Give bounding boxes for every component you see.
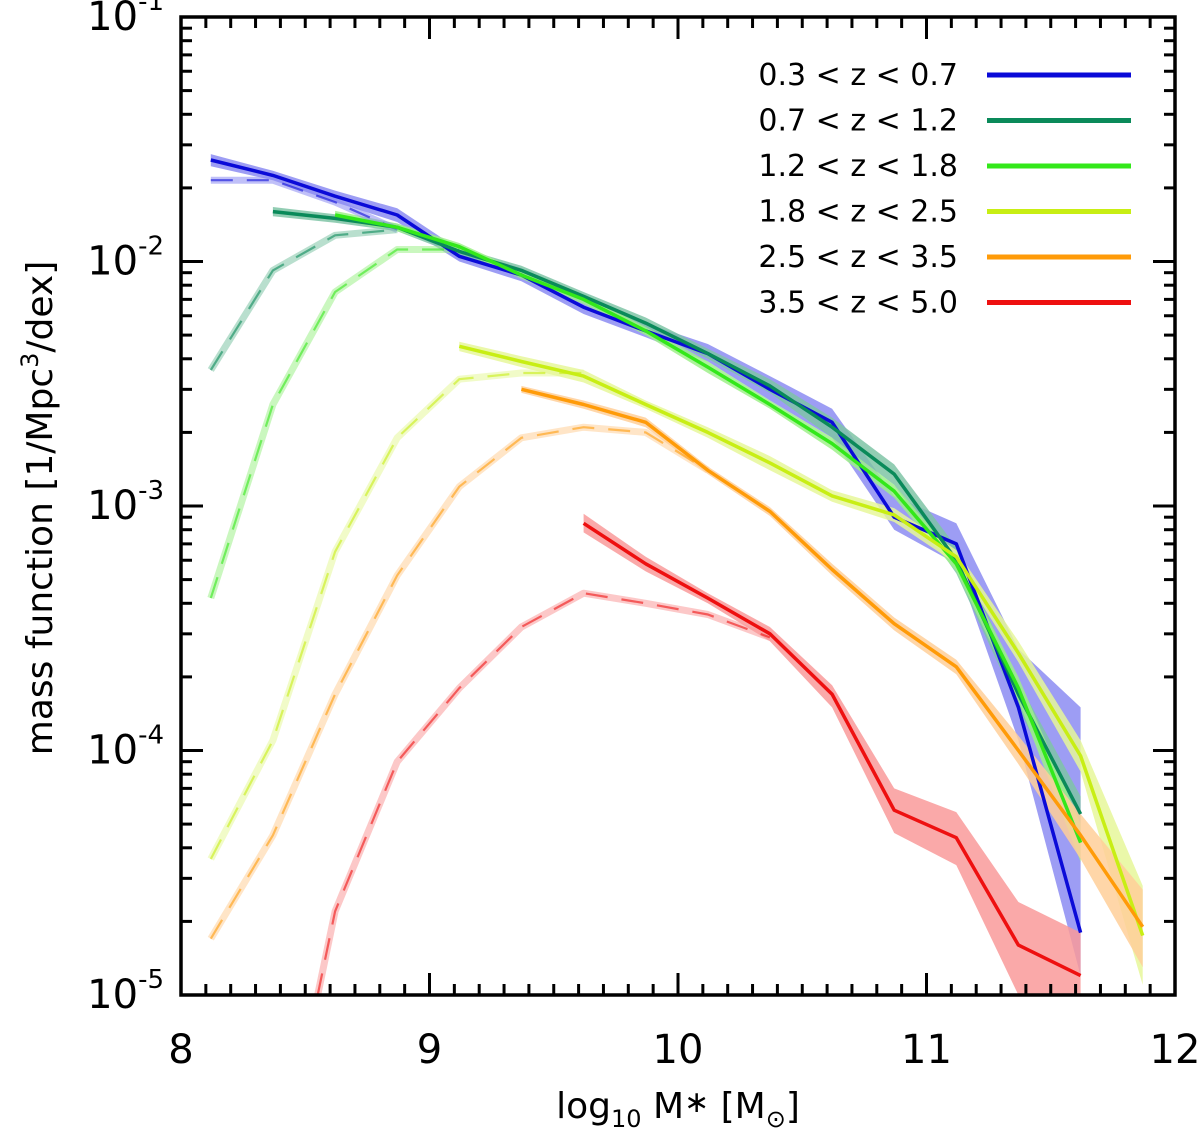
- incomplete-line-series-2: [209, 228, 398, 371]
- y-axis-label: mass function [1/Mpc3/dex]: [16, 261, 61, 756]
- incomplete-line-series-4: [209, 371, 584, 860]
- incomplete-band-series-4: [207, 369, 584, 861]
- incomplete-band-series-6: [314, 589, 772, 995]
- x-tick-label: 10: [653, 1027, 704, 1073]
- x-tick-label: 11: [901, 1027, 952, 1073]
- legend: 0.3 < z < 0.7 0.7 < z < 1.2 1.2 < z < 1.8 1…: [758, 58, 1131, 321]
- legend-label-series-2: 0.7 < z < 1.2: [758, 104, 958, 139]
- axis-ticks: [179, 15, 1177, 997]
- incomplete-line-series-1: [210, 179, 398, 231]
- x-axis-label: log10 M∗ [M⊙]: [556, 1085, 800, 1133]
- legend-label-series-6: 3.5 < z < 5.0: [758, 286, 958, 321]
- y-tick-labels: 10-5 10-4 10-3 10-2 10-1: [87, 0, 164, 1018]
- legend-label-series-5: 2.5 < z < 3.5: [758, 240, 958, 275]
- legend-label-series-1: 0.3 < z < 0.7: [758, 58, 958, 93]
- error-band-series-3: [335, 210, 1081, 862]
- y-tick-label: 10-3: [87, 476, 164, 529]
- incomplete-line-series-3: [209, 248, 460, 599]
- incomplete-band-series-5: [207, 423, 710, 941]
- line-series-3: [334, 213, 1083, 844]
- legend-label-series-3: 1.2 < z < 1.8: [758, 149, 958, 184]
- line-series-5: [520, 387, 1145, 928]
- y-tick-label: 10-1: [87, 0, 164, 40]
- error-band-series-5: [521, 385, 1143, 968]
- legend-label-series-4: 1.8 < z < 2.5: [758, 195, 958, 230]
- error-band-series-2: [272, 207, 1081, 836]
- y-tick-label: 10-4: [87, 721, 164, 774]
- x-tick-label: 9: [417, 1027, 442, 1073]
- x-tick-label: 8: [168, 1027, 193, 1073]
- y-tick-label: 10-5: [87, 965, 164, 1018]
- x-tick-labels: 8 9 10 11 12: [168, 1027, 1200, 1073]
- y-tick-label: 10-2: [87, 232, 164, 285]
- line-series-6: [582, 521, 1082, 978]
- error-band-series-6: [583, 513, 1081, 995]
- line-series-2: [272, 209, 1083, 815]
- incomplete-line-series-5: [209, 426, 709, 940]
- x-tick-label: 12: [1150, 1027, 1200, 1073]
- plot-area: [207, 154, 1145, 995]
- line-series-4: [458, 344, 1145, 937]
